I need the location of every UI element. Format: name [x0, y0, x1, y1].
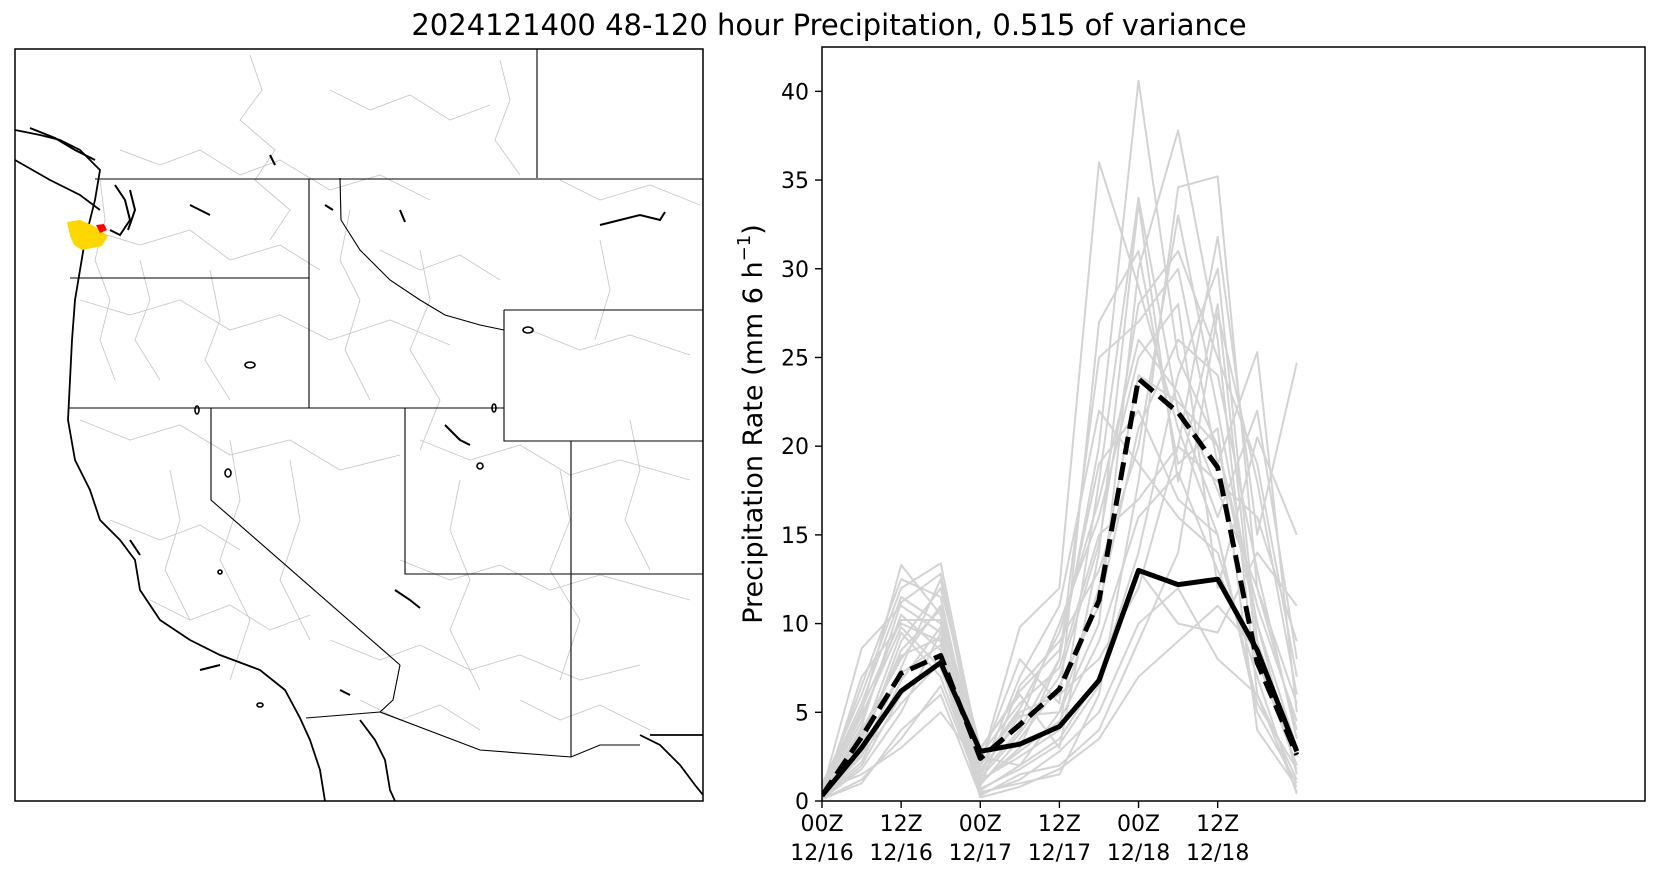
y-tick-label: 35 [781, 169, 809, 194]
x-tick-label-hour: 12Z [1196, 812, 1239, 837]
plot-frame [821, 46, 1646, 802]
lakes [194, 326, 534, 708]
x-tick-label-date: 12/18 [1107, 841, 1170, 866]
ensemble-line-4 [822, 129, 1298, 793]
y-tick-label: 20 [781, 435, 809, 460]
basin-boundaries [79, 54, 701, 731]
y-axis-label-sup: −1 [734, 235, 755, 262]
x-tick-label-hour: 00Z [1117, 812, 1160, 837]
ensemble-line-8 [822, 196, 1298, 798]
coastline [15, 129, 703, 801]
y-axis-label: Precipitation Rate (mm 6 h−1) [734, 224, 769, 624]
x-tick-label-hour: 00Z [800, 812, 843, 837]
x-tick-label-date: 12/16 [790, 841, 853, 866]
ensemble-line-20 [822, 551, 1298, 801]
x-axis-ticks: 00Z 12/16 12Z 12/16 00Z 12/17 12Z 12/17 00Z 12/18… [790, 801, 1249, 866]
ensemble-line-3 [822, 202, 1298, 799]
ensemble-line-12 [822, 303, 1298, 799]
y-tick-label: 40 [781, 80, 809, 105]
series-lines [822, 376, 1300, 798]
map-panel [14, 48, 704, 802]
chart-panel: 0 5 10 15 20 25 30 35 40 00Z 12/16 12Z 12/16 00Z 12/1… [734, 46, 1646, 866]
y-tick-label: 15 [781, 524, 809, 549]
ensemble-line-23 [822, 604, 1298, 799]
y-axis-ticks: 0 5 10 15 20 25 30 35 40 [781, 80, 822, 815]
y-tick-label: 30 [781, 258, 809, 283]
ensemble-line-9 [822, 214, 1298, 795]
x-tick-label-date: 12/17 [1028, 841, 1091, 866]
ensemble-line-11 [822, 250, 1298, 790]
ensemble-line-16 [822, 445, 1298, 795]
ensemble-line-10 [822, 312, 1298, 801]
ensemble-line-24 [822, 338, 1298, 797]
map-frame [14, 48, 704, 802]
solid-series-line [822, 567, 1300, 798]
y-tick-label: 5 [795, 701, 809, 726]
dashed-series-line [822, 376, 1300, 798]
y-tick-label: 10 [781, 613, 809, 638]
state-borders [68, 49, 703, 758]
x-tick-label-date: 12/17 [949, 841, 1012, 866]
ensemble-lines [822, 79, 1298, 801]
x-tick-label-hour: 00Z [959, 812, 1002, 837]
ensemble-line-18 [822, 374, 1298, 791]
highlighted-basin [67, 220, 108, 250]
x-tick-label-date: 12/18 [1186, 841, 1249, 866]
ensemble-line-21 [822, 409, 1298, 793]
x-tick-label-hour: 12Z [880, 812, 923, 837]
y-axis-label-close: ) [738, 224, 769, 235]
x-tick-label-date: 12/16 [869, 841, 932, 866]
ensemble-line-14 [822, 409, 1298, 797]
ensemble-line-17 [822, 587, 1298, 799]
y-axis-label-main: Precipitation Rate (mm 6 h [738, 261, 769, 623]
ensemble-line-22 [822, 250, 1298, 799]
ensemble-line-13 [822, 267, 1298, 793]
x-tick-label-hour: 12Z [1038, 812, 1081, 837]
inland-waters [29, 127, 666, 696]
y-tick-label: 25 [781, 346, 809, 371]
figure-title: 2024121400 48-120 hour Precipitation, 0.… [411, 8, 1247, 42]
y-tick-label: 0 [795, 790, 809, 815]
